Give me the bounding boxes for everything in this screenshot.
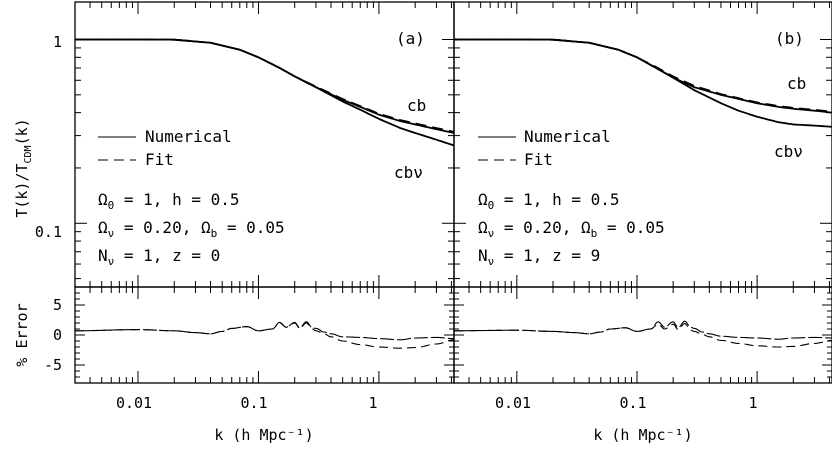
x-tick-label-0.01: 0.01	[116, 394, 152, 412]
x-tick-label-0.01: 0.01	[495, 394, 531, 412]
param-line-2: Ων = 0.20, Ωb = 0.05	[478, 218, 665, 240]
y-tick-label-0.1: 0.1	[35, 223, 62, 241]
x-tick-label-0.1: 0.1	[240, 394, 267, 412]
curves	[453, 38, 832, 348]
legend-label-numerical: Numerical	[145, 127, 232, 146]
error-series-cb	[453, 320, 832, 340]
param-line-3: Nν = 1, z = 9	[478, 246, 600, 268]
panel-b: (b) cb cbν Numerical Fit Ω0 = 1, h = 0.5…	[453, 1, 832, 444]
curve-label-cbnu: cbν	[774, 142, 803, 161]
curve-label-cbnu: cbν	[394, 163, 423, 182]
parameter-annotations: Ω0 = 1, h = 0.5 Ων = 0.20, Ωb = 0.05 Nν …	[478, 190, 665, 268]
series-fit-cb	[75, 38, 455, 133]
y-tick-label-1: 1	[53, 33, 62, 51]
err-tick-label-neg5: -5	[44, 356, 62, 374]
x-tick-label-1: 1	[368, 394, 377, 412]
series-numerical-cbnu	[75, 38, 455, 147]
panel-label: (a)	[396, 29, 425, 48]
x-axis-label: k (h Mpc⁻¹)	[593, 426, 692, 444]
curve-label-cb: cb	[407, 96, 426, 115]
legend: Numerical Fit	[98, 127, 232, 169]
err-tick-label-0: 0	[53, 326, 62, 344]
param-line-1: Ω0 = 1, h = 0.5	[98, 190, 240, 212]
param-line-2: Ων = 0.20, Ωb = 0.05	[98, 218, 285, 240]
curve-label-cb: cb	[787, 74, 806, 93]
error-series-cb	[74, 321, 455, 341]
y-axis-label-top: T(k)/TCDM(k)	[13, 118, 34, 217]
panel-a: (a) cb cbν Numerical Fit Ω0 = 1, h = 0.5…	[35, 1, 455, 444]
series-numerical-cbnu	[454, 38, 832, 128]
param-line-1: Ω0 = 1, h = 0.5	[478, 190, 620, 212]
parameter-annotations: Ω0 = 1, h = 0.5 Ων = 0.20, Ωb = 0.05 Nν …	[98, 190, 285, 268]
panel-label: (b)	[775, 29, 804, 48]
curves	[74, 38, 455, 349]
y-axis-label-bottom: % Error	[13, 303, 31, 366]
legend: Numerical Fit	[478, 127, 611, 169]
tick-marks	[74, 1, 455, 384]
series-fit-cb	[454, 38, 832, 113]
tick-marks	[453, 1, 832, 384]
error-series-cbnu	[453, 323, 832, 348]
frame-bottom	[74, 286, 455, 384]
frame-bottom	[453, 286, 832, 384]
legend-label-numerical: Numerical	[524, 127, 611, 146]
x-axis-label: k (h Mpc⁻¹)	[214, 426, 313, 444]
series-numerical-cb	[75, 38, 455, 134]
legend-label-fit: Fit	[145, 150, 174, 169]
legend-label-fit: Fit	[524, 150, 553, 169]
err-tick-label-5: 5	[53, 296, 62, 314]
error-series-cbnu	[74, 322, 455, 349]
x-tick-label-1: 1	[748, 394, 757, 412]
x-tick-label-0.1: 0.1	[619, 394, 646, 412]
param-line-3: Nν = 1, z = 0	[98, 246, 220, 268]
series-numerical-cb	[454, 38, 832, 114]
